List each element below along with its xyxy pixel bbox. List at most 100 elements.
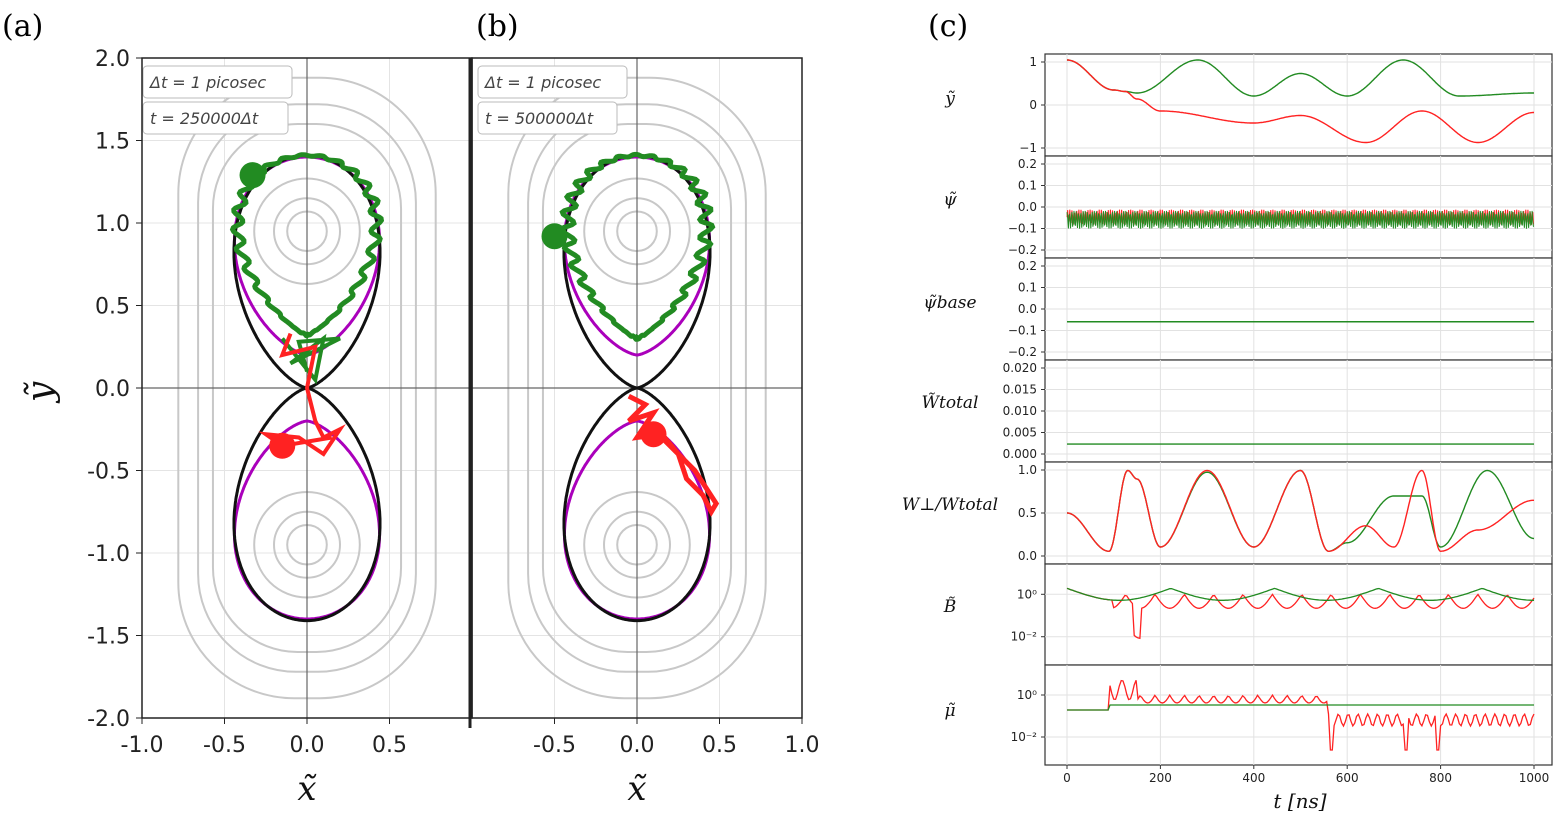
y-tick-label: -1.0 — [87, 542, 130, 567]
y-tick-label: 0 — [1029, 98, 1037, 112]
annotation-a-dt: Δt = 1 picosec — [148, 73, 266, 92]
subplot-row: 0.2 0.1 0.0 −0.1 −0.2 ψ̃ — [943, 155, 1553, 259]
red-line — [1067, 59, 1534, 144]
y-tick-label: 0.000 — [1003, 447, 1037, 461]
y-axis-label: ỹ — [20, 381, 61, 404]
y-tick-label: 10⁰ — [1017, 688, 1037, 702]
green-trajectory — [229, 152, 385, 339]
y-tick-label: 0.1 — [1018, 179, 1037, 193]
y-tick-label: 1.5 — [95, 130, 130, 155]
y-tick-label: 0.2 — [1018, 259, 1037, 273]
y-tick-label: 1.0 — [95, 212, 130, 237]
x-tick-label: 0.5 — [372, 733, 407, 758]
phase-plot-a — [142, 58, 472, 718]
y-tick-label: 10⁻² — [1011, 630, 1038, 644]
x-axis-label-b: x̃ — [627, 769, 647, 809]
y-tick-label: −0.1 — [1008, 324, 1037, 338]
x-tick-label: 0.0 — [290, 733, 325, 758]
x-tick-label: -0.5 — [203, 733, 246, 758]
y-tick-label: 0.005 — [1003, 426, 1037, 440]
magenta-orbit — [562, 419, 637, 621]
green-particle-marker — [541, 223, 568, 250]
y-tick-label: 0.2 — [1018, 157, 1037, 171]
x-tick-label: 800 — [1429, 771, 1452, 785]
y-tick-label: -2.0 — [87, 707, 130, 732]
red-trajectory — [627, 393, 720, 518]
phase-plot-b — [472, 58, 802, 718]
plot-area — [142, 58, 472, 718]
annotation-a: Δt = 1 picosec t = 250000Δt — [142, 65, 293, 135]
y-tick-label: 0.0 — [95, 377, 130, 402]
red-particle-marker — [269, 432, 296, 459]
red-particle-marker — [640, 421, 667, 448]
y-tick-label: 10⁰ — [1017, 587, 1037, 601]
annotation-b-dt: Δt = 1 picosec — [483, 73, 601, 92]
separatrix-curve — [232, 386, 308, 623]
row-label: B̃ — [943, 597, 957, 617]
y-tick-label: -1.5 — [87, 625, 130, 650]
subplot-row: 0.020 0.015 0.010 0.005 0.000 W̃total — [922, 359, 1553, 463]
separatrix-curve — [306, 386, 382, 623]
green-line — [1066, 587, 1534, 601]
red-line — [1066, 209, 1534, 225]
red-trajectory — [258, 332, 346, 457]
subplot-row: 1.0 0.5 0.0 W⊥/Wtotal — [902, 461, 1553, 565]
annotation-b-t: t = 500000Δt — [485, 109, 594, 128]
y-tick-label: −0.2 — [1008, 243, 1037, 257]
row-label: W̃total — [922, 393, 979, 413]
separatrix-curve — [562, 386, 638, 623]
y-tick-label: −1 — [1019, 141, 1037, 155]
red-line — [1067, 679, 1535, 751]
subplot-frame — [1044, 563, 1553, 666]
green-trajectory — [559, 151, 716, 342]
annotation-a-t: t = 250000Δt — [150, 109, 259, 128]
subplot-row: 10⁰ 10⁻² B̃ — [943, 563, 1553, 666]
annotation-b: Δt = 1 picosec t = 500000Δt — [477, 65, 628, 135]
x-tick-label: 400 — [1242, 771, 1265, 785]
x-tick-label: 600 — [1336, 771, 1359, 785]
x-tick-label: 0 — [1063, 771, 1071, 785]
green-line — [1067, 704, 1534, 711]
subplot-row: 0.2 0.1 0.0 −0.1 −0.2 ψ̃base — [923, 257, 1553, 361]
panel-label-a: (a) — [2, 9, 43, 44]
time-series-panel-c: 1 0 −1 ỹ 0.2 0.1 0.0 −0.1 −0.2 ψ̃ 0.2 0.1 0.0 −0.1 −0.… — [902, 53, 1553, 813]
x-tick-label: 1.0 — [785, 733, 820, 758]
y-tick-label: 2.0 — [95, 47, 130, 72]
x-tick-label: 1000 — [1519, 771, 1550, 785]
x-tick-label: 0.0 — [620, 733, 655, 758]
subplot-row: 10⁰ 10⁻² μ̃ — [944, 664, 1553, 766]
y-tick-label: 0.0 — [1018, 549, 1037, 563]
x-axis-label-c: t [ns] — [1273, 789, 1326, 813]
green-particle-marker — [239, 162, 266, 189]
green-trajectory-tangle — [280, 333, 341, 385]
y-tick-label: 0.010 — [1003, 404, 1037, 418]
y-tick-label: 0.015 — [1003, 383, 1037, 397]
green-line — [1067, 59, 1534, 97]
y-tick-label: −0.2 — [1008, 345, 1037, 359]
y-tick-label: 0.5 — [95, 295, 130, 320]
panel-label-b: (b) — [476, 9, 519, 44]
y-tick-label: 0.5 — [1018, 506, 1037, 520]
red-line — [1067, 469, 1534, 553]
x-tick-label: -0.5 — [533, 733, 576, 758]
x-axis-label-a: x̃ — [297, 769, 317, 809]
plot-area — [472, 58, 802, 718]
y-tick-label: 0.0 — [1018, 302, 1037, 316]
row-label: μ̃ — [944, 701, 955, 721]
row-label: ỹ — [944, 89, 955, 109]
row-label: ψ̃base — [923, 293, 976, 313]
row-label: W⊥/Wtotal — [902, 495, 998, 515]
panel-label-c: (c) — [928, 9, 968, 44]
y-tick-label: 1 — [1029, 55, 1037, 69]
subplot-row: 1 0 −1 ỹ — [944, 53, 1553, 157]
y-tick-label: 0.1 — [1018, 281, 1037, 295]
y-tick-label: -0.5 — [87, 460, 130, 485]
y-tick-label: 1.0 — [1018, 463, 1037, 477]
x-tick-label: 0.5 — [702, 733, 737, 758]
x-tick-label: 200 — [1149, 771, 1172, 785]
subplot-frame — [1044, 664, 1553, 766]
separatrix-curve — [636, 153, 712, 390]
row-label: ψ̃ — [943, 190, 957, 210]
green-line — [1066, 210, 1534, 229]
